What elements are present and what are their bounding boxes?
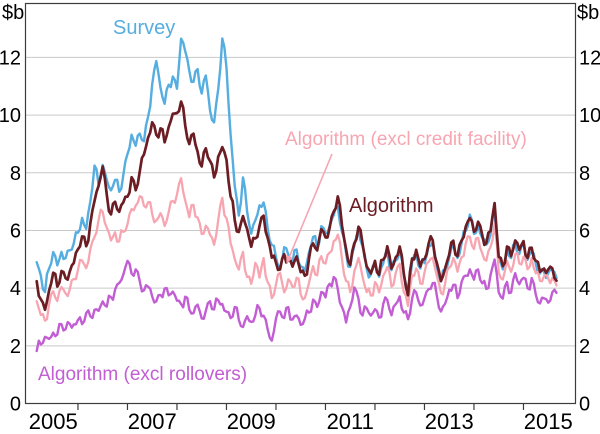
series-line-survey <box>35 37 558 294</box>
x-year-label-2005: 2005 <box>29 409 78 434</box>
y-tick-label-left-10: 10 <box>0 105 21 127</box>
y-tick-label-left-12: 12 <box>0 47 21 69</box>
y-tick-label-right-2: 2 <box>579 336 590 358</box>
y-tick-label-right-12: 12 <box>579 47 600 69</box>
series-lines <box>35 37 558 353</box>
series-line-algorithm-excl-credit-facility <box>35 177 558 322</box>
y-tick-label-right-10: 10 <box>579 105 600 127</box>
y-tick-label-right-4: 4 <box>579 278 590 300</box>
x-year-label-2013: 2013 <box>425 409 474 434</box>
plot-frame <box>24 2 577 405</box>
x-year-label-2007: 2007 <box>128 409 177 434</box>
x-year-label-2009: 2009 <box>227 409 276 434</box>
y-tick-label-left-4: 4 <box>10 278 21 300</box>
series-line-algorithm-excl-rollovers <box>35 258 558 353</box>
y-tick-label-right-8: 8 <box>579 163 590 185</box>
series-label-survey: Survey <box>113 17 176 39</box>
series-line-algorithm <box>35 100 558 312</box>
y-tick-label-left-2: 2 <box>10 336 21 358</box>
x-year-label-2011: 2011 <box>327 409 374 434</box>
series-label-algorithm-excl-credit-facility: Algorithm (excl credit facility) <box>285 129 527 150</box>
y-axis-unit-left: $b <box>2 2 25 24</box>
y-tick-label-right-6: 6 <box>579 220 590 242</box>
annotation-arrowhead <box>286 254 293 264</box>
y-tick-label-right-0: 0 <box>579 394 590 416</box>
y-tick-label-left-6: 6 <box>10 220 21 242</box>
annotation-leader-line <box>287 153 333 261</box>
series-label-algorithm: Algorithm <box>349 195 434 217</box>
series-label-algorithm-excl-rollovers: Algorithm (excl rollovers) <box>38 364 248 385</box>
y-tick-label-left-8: 8 <box>10 163 21 185</box>
y-axis-unit-right: $b <box>577 2 600 24</box>
x-year-label-2015: 2015 <box>524 409 573 434</box>
y-tick-label-left-0: 0 <box>10 394 21 416</box>
